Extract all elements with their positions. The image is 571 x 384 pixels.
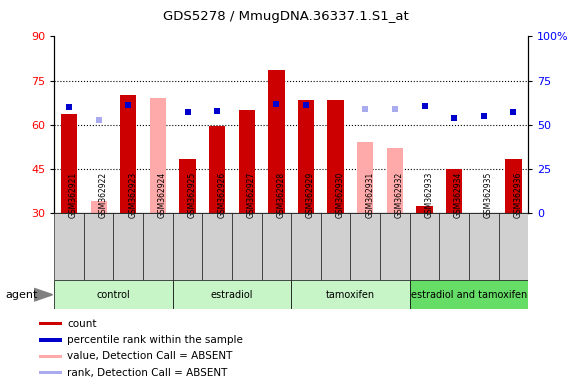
Bar <box>387 148 403 213</box>
Text: GSM362936: GSM362936 <box>513 171 522 218</box>
Text: GSM362922: GSM362922 <box>99 172 108 218</box>
Bar <box>328 100 344 213</box>
Bar <box>39 371 62 374</box>
Text: GSM362927: GSM362927 <box>247 172 256 218</box>
Bar <box>410 280 528 309</box>
Text: percentile rank within the sample: percentile rank within the sample <box>67 335 243 345</box>
Text: GSM362921: GSM362921 <box>69 172 78 218</box>
Bar <box>505 159 521 213</box>
Text: estradiol: estradiol <box>211 290 253 300</box>
Bar <box>39 322 62 325</box>
Text: GSM362932: GSM362932 <box>395 172 404 218</box>
Bar <box>39 338 62 341</box>
Bar <box>351 213 380 280</box>
Bar <box>61 114 77 213</box>
Text: GSM362933: GSM362933 <box>424 171 433 218</box>
Bar <box>498 213 528 280</box>
Bar <box>439 213 469 280</box>
Bar <box>209 126 226 213</box>
Bar <box>172 280 291 309</box>
Bar <box>380 213 410 280</box>
Bar <box>268 70 284 213</box>
Text: GSM362934: GSM362934 <box>454 171 463 218</box>
Bar <box>91 201 107 213</box>
Bar <box>232 213 262 280</box>
Bar <box>262 213 291 280</box>
Polygon shape <box>34 288 53 301</box>
Bar <box>54 213 84 280</box>
Bar <box>291 213 321 280</box>
Text: GSM362930: GSM362930 <box>336 171 345 218</box>
Bar <box>202 213 232 280</box>
Text: control: control <box>96 290 130 300</box>
Bar <box>179 159 196 213</box>
Bar <box>54 280 172 309</box>
Bar <box>84 213 114 280</box>
Text: rank, Detection Call = ABSENT: rank, Detection Call = ABSENT <box>67 367 227 377</box>
Text: value, Detection Call = ABSENT: value, Detection Call = ABSENT <box>67 351 232 361</box>
Bar <box>298 100 314 213</box>
Text: GDS5278 / MmugDNA.36337.1.S1_at: GDS5278 / MmugDNA.36337.1.S1_at <box>163 10 408 23</box>
Text: GSM362925: GSM362925 <box>187 172 196 218</box>
Text: GSM362928: GSM362928 <box>276 172 286 218</box>
Bar <box>143 213 172 280</box>
Bar <box>120 95 136 213</box>
Text: GSM362926: GSM362926 <box>217 172 226 218</box>
Text: estradiol and tamoxifen: estradiol and tamoxifen <box>411 290 527 300</box>
Bar <box>291 280 410 309</box>
Text: GSM362924: GSM362924 <box>158 172 167 218</box>
Bar <box>446 169 463 213</box>
Bar <box>239 110 255 213</box>
Bar <box>410 213 439 280</box>
Bar <box>150 98 166 213</box>
Text: tamoxifen: tamoxifen <box>326 290 375 300</box>
Text: GSM362935: GSM362935 <box>484 171 493 218</box>
Bar <box>39 355 62 358</box>
Text: GSM362929: GSM362929 <box>306 172 315 218</box>
Bar <box>469 213 498 280</box>
Bar <box>357 142 373 213</box>
Bar <box>172 213 202 280</box>
Bar <box>114 213 143 280</box>
Bar <box>416 206 433 213</box>
Bar <box>321 213 351 280</box>
Text: count: count <box>67 319 96 329</box>
Text: agent: agent <box>6 290 38 300</box>
Text: GSM362923: GSM362923 <box>128 172 137 218</box>
Text: GSM362931: GSM362931 <box>365 172 374 218</box>
